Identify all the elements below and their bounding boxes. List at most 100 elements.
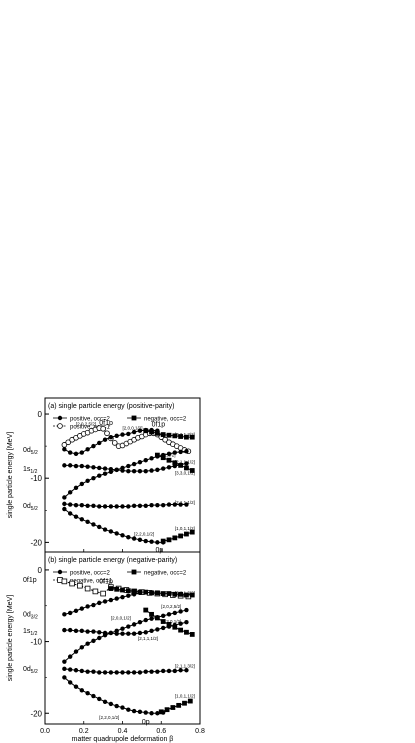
panel-a-series-4-point [85,503,90,508]
panel-b-series-4-point [126,670,131,675]
panel-a-series-3-point [114,467,119,473]
panel-b-series-2-point [126,631,131,636]
panel-b-series-0-point [84,585,91,592]
panel-a-series-1-point [102,437,108,442]
panel-b-series-2-point [155,627,160,632]
panel-b-series-1-point [120,594,125,600]
panel-a-series-6-point [149,429,154,435]
panel-a-series-1-point [114,433,119,439]
panel-b-series-2-point [160,625,166,631]
panel-a-series-6-point [166,432,172,438]
panel-b-series-6-point [166,591,172,596]
panel-a-series-0-point [65,439,72,446]
panel-b-ytick-label: 0 [38,566,43,575]
panel-b-series-8-point [187,698,193,704]
panel-a-series-5-point [155,540,160,545]
panel-a-series-5-point [114,531,119,536]
panel-b-series-2-point [178,621,183,626]
panel-b-series-2-point [62,627,67,633]
panel-a-series-2-point [62,463,67,468]
panel-b-series-3-point [126,624,131,629]
panel-b-series-5-point [108,701,114,707]
panel-a-series-1-point [120,432,125,437]
panel-a-series-5-point [126,535,131,540]
panel-a-series-4-point [120,504,125,509]
panel-a-series-5-point [62,506,67,512]
panel-b-series-1-point [102,599,108,604]
panel-a-legend-label: positive, occ=1 [70,425,111,431]
panel-a-series-8-point [189,529,195,535]
panel-b-series-3-point [131,622,137,627]
panel-a-series-2-line [64,462,187,472]
panel-a-series-4-point [160,502,166,508]
panel-b-series-2-point [91,629,96,634]
panel-b-series-8-point [182,700,187,706]
panel-b-series-2-point [73,628,79,634]
panel-a-legend-label: positive, occ=2 [70,417,111,423]
panel-a-legend-marker [57,415,63,421]
panel-b-series-4-point [120,670,125,675]
panel-b-series-4-point [172,668,178,674]
panel-a-series-3-point [126,463,131,469]
panel-b-annotation-orbital: 0d3/2 [23,611,38,620]
panel-b-series-6-point [120,587,125,593]
panel-b-xtick-label: 0.8 [195,728,205,735]
panel-a-series-3-point [62,495,67,500]
panel-b-series-6-point [178,591,184,597]
panel-b-legend-label: negative, occ=1 [70,579,113,585]
panel-b-series-3-point [166,612,172,617]
panel-a-series-5-point [73,514,79,519]
panel-a-ytick-label: 0 [38,410,43,419]
panel-a-series-5-point [108,529,114,534]
panel-a-series-2-point [85,464,90,469]
panel-a-series-6-point [178,434,184,439]
panel-b-series-1-point [97,600,102,606]
panel-b-series-1-point [73,608,79,613]
panel-a-series-3-point [85,478,90,483]
panel-a-series-4-point [184,502,189,507]
panel-b-series-2-line [64,621,187,635]
panel-b-series-5-point [85,690,90,696]
panel-b-series-8-point [158,709,164,715]
panel-a-series-1-point [67,450,73,455]
panel-b-series-0-point [77,582,83,589]
panel-b-series-5-point [67,680,73,685]
panel-b-series-4-point [91,669,96,674]
panel-a-series-3-point [143,458,148,463]
panel-b-series-3-point [62,659,67,664]
panel-a-series-6-point [154,430,160,436]
panel-a-series-7-point [160,455,166,461]
panel-a-series-5-point [85,519,90,525]
panel-b-series-3-point [73,649,79,654]
panel-b-series-5-point [131,708,137,714]
panel-a-series-3-line [64,450,187,498]
panel-b-series-4-point [137,670,143,675]
panel-a-series-1-point [108,434,114,440]
panel-b-series-7-point [166,621,172,627]
panel-b-series-4-point [160,668,166,674]
panel-a-series-5-point [91,522,96,527]
panel-a-title: (a) single particle energy (positive-par… [48,403,174,410]
panel-a-series-2-point [184,461,189,466]
panel-b-series-4-point [85,669,90,674]
panel-b-series-4-point [114,670,119,675]
panel-b-series-2-point [149,628,154,634]
panel-b-series-5-point [102,699,108,704]
panel-a-series-5-point [149,539,154,544]
panel-b-series-3-line [64,609,187,663]
panel-b-series-3-point [97,635,102,641]
panel-b-series-3-point [114,628,119,634]
panel-a-series-3-point [91,476,96,481]
panel-b-series-6-point [131,589,137,594]
panel-a-series-2-point [91,465,96,470]
panel-b-annotation-orbital: 0f1p [23,577,37,584]
panel-b-annotation-orbital: 0d5/2 [23,666,38,675]
panel-b-xtick-label: 0.2 [79,728,89,735]
panel-b-series-7-point [149,611,154,617]
panel-b-series-1-point [62,612,67,617]
panel-a-series-3-point [108,469,114,474]
panel-a-annotation-orbital: 0f1p [152,421,166,428]
panel-b-series-4-point [166,668,172,674]
panel-b-series-0-point [100,590,106,597]
panel-b-series-4-point [73,668,79,673]
